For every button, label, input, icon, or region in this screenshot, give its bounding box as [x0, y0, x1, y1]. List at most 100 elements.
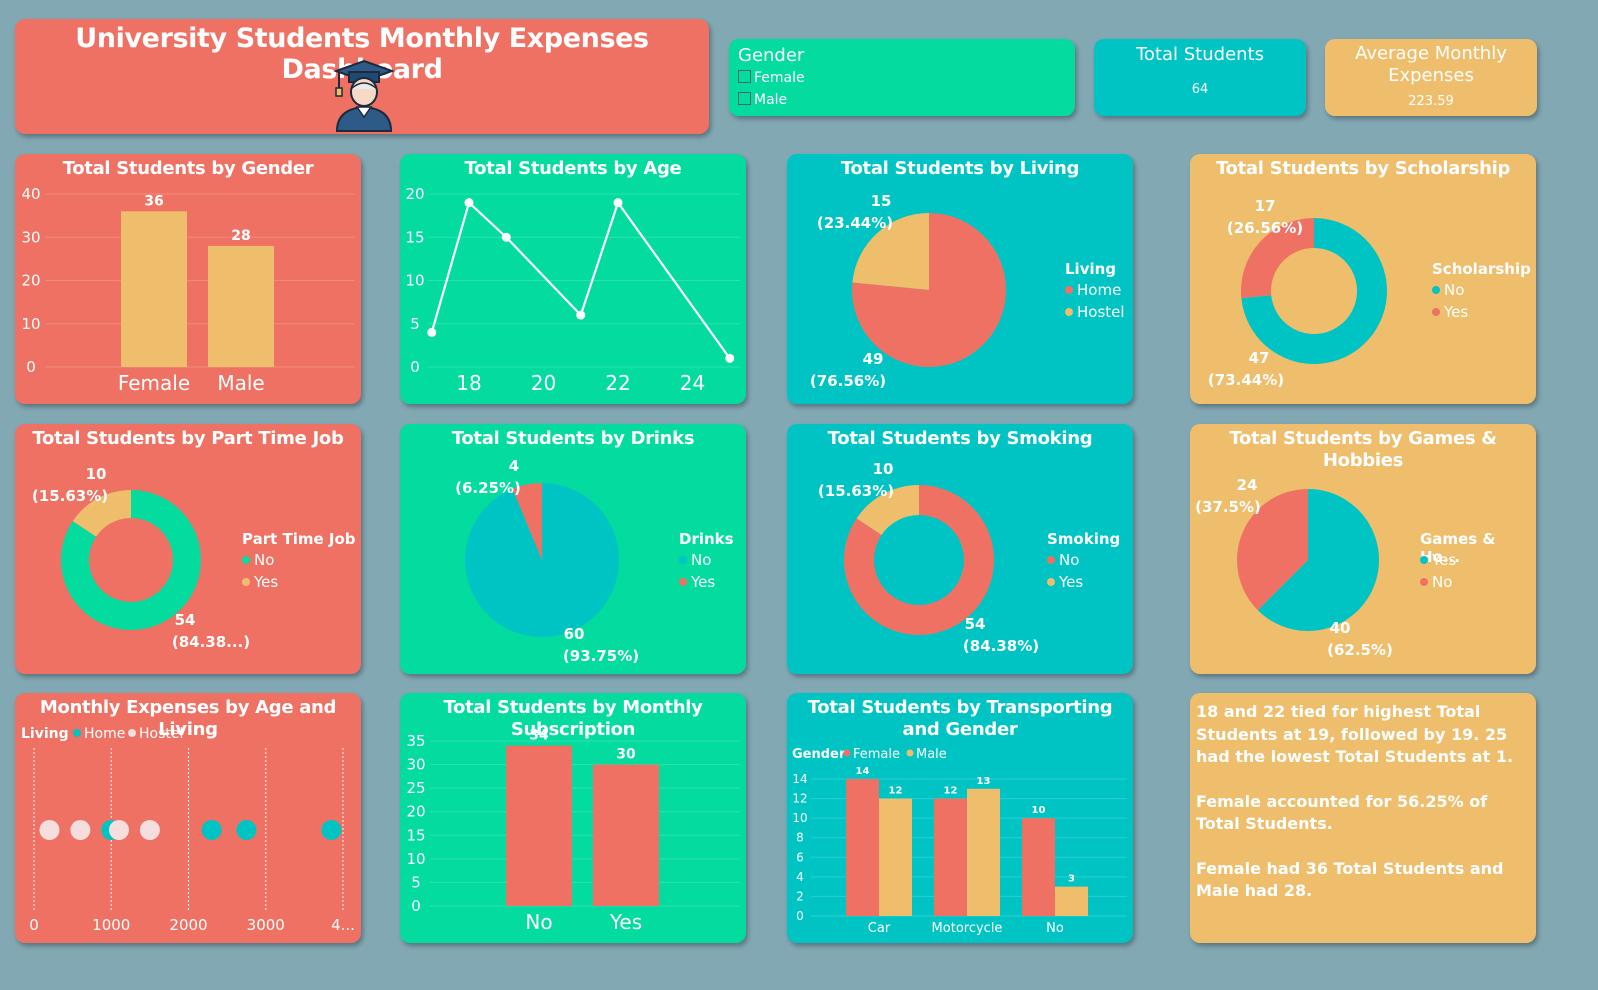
data-label: 34	[529, 728, 549, 744]
legend-title: Living	[1065, 260, 1117, 278]
legend-item[interactable]: Yes	[242, 573, 278, 591]
bar	[879, 798, 912, 916]
bar	[846, 779, 879, 916]
legend-label: Home	[84, 726, 125, 742]
legend-item[interactable]: No	[1432, 281, 1464, 299]
data-point	[236, 820, 257, 840]
legend-label: Yes	[254, 573, 279, 591]
legend-label: Yes	[1432, 551, 1457, 569]
legend-dot-icon	[128, 729, 136, 737]
chart-title: Total Students by Living	[840, 158, 1080, 179]
bar	[208, 245, 274, 367]
chart-card-subscription: Total Students by Monthly Subscription 0…	[400, 693, 746, 943]
data-label: 12	[889, 786, 903, 797]
legend-dot-icon	[1065, 308, 1073, 316]
y-tick-label: 2	[796, 889, 804, 903]
data-label-percent: (37.5%)	[1195, 498, 1261, 516]
x-tick-label: 20	[531, 371, 556, 395]
data-label: 28	[231, 228, 250, 244]
legend-label: Yes	[691, 573, 716, 591]
x-tick-label: No	[1046, 921, 1064, 936]
y-tick-label: 10	[21, 315, 40, 333]
data-point	[108, 820, 129, 840]
insight-2: Female accounted for 56.25% of Total Stu…	[1196, 791, 1488, 834]
data-point	[725, 353, 735, 363]
legend-item[interactable]: No	[679, 551, 711, 569]
x-tick-label: No	[525, 910, 552, 934]
y-tick-label: 30	[406, 756, 425, 774]
legend-dot-icon	[679, 556, 687, 564]
pie-slice	[1240, 218, 1314, 299]
slicer-option-female[interactable]: Female	[738, 70, 805, 86]
checkbox-icon[interactable]	[738, 70, 751, 83]
legend-label: No	[1059, 551, 1080, 569]
y-tick-label: 14	[792, 772, 807, 786]
legend-item[interactable]: No	[1047, 551, 1079, 569]
chart-card-games: Total Students by Games & Hobbies 40 (62.…	[1190, 424, 1536, 674]
legend-item[interactable]: Home	[1065, 281, 1121, 299]
legend-item[interactable]: Yes	[1420, 551, 1456, 569]
x-tick-label: 0	[29, 916, 39, 934]
kpi-label: Total Students	[1136, 44, 1264, 65]
chart-title: Total Students by Age	[464, 158, 682, 179]
data-label-percent: (62.5%)	[1327, 641, 1393, 659]
legend-label: Home	[1077, 281, 1122, 299]
x-tick-label: Yes	[609, 910, 642, 934]
chart-title: Total Students by Part Time Job	[32, 428, 344, 449]
legend-title: Smoking	[1047, 530, 1121, 548]
chart-title: Total Students by Scholarship	[1215, 158, 1511, 179]
insight-3: Female had 36 Total Students and Male ha…	[1196, 858, 1504, 901]
x-tick-label: Male	[217, 371, 264, 395]
data-label: 30	[616, 747, 636, 763]
y-tick-label: 15	[406, 826, 425, 844]
data-label-count: 4	[509, 457, 519, 475]
y-tick-label: 0	[796, 909, 804, 923]
data-label-percent: (23.44%)	[817, 214, 893, 232]
data-label-percent: (93.75%)	[563, 647, 639, 665]
y-tick-label: 25	[406, 779, 425, 797]
data-label-percent: (76.56%)	[810, 372, 886, 390]
legend-dot-icon	[73, 729, 81, 737]
kpi-value: 223.59	[1408, 94, 1454, 109]
y-tick-label: 20	[21, 272, 40, 290]
x-tick-label: 18	[456, 371, 481, 395]
chart-title: Total Students by Smoking	[827, 428, 1093, 449]
legend-item[interactable]: Yes	[679, 573, 715, 591]
data-label-percent: (15.63%)	[818, 482, 894, 500]
subscription-bar-chart: 0 5 10 15 20 25 30 35 34 No 30 Yes	[406, 728, 740, 934]
data-label: 13	[977, 776, 991, 787]
gender-bar-chart: 0 10 20 30 40 36 Female 28 Male	[21, 185, 355, 395]
pie-slice	[843, 485, 994, 635]
legend-item[interactable]: Hostel	[1065, 303, 1125, 321]
expenses-scatter-chart: 0 1000 2000 3000 4... Living Home Hostel	[21, 726, 355, 934]
slicer-option-male[interactable]: Male	[738, 92, 787, 108]
y-tick-label: 0	[411, 897, 421, 915]
data-point	[201, 820, 222, 840]
y-tick-label: 35	[406, 732, 425, 750]
kpi-label: Average Monthly Expenses	[1355, 43, 1507, 86]
pie-slice	[61, 490, 202, 630]
series-line	[430, 200, 731, 359]
age-line-chart: 0 5 10 15 20 18 20 22 24	[405, 185, 740, 395]
legend-dot-icon	[1047, 578, 1055, 586]
living-pie-chart: 49 (76.56%) 15 (23.44%)	[810, 192, 1006, 390]
chart-card-drinks: Total Students by Drinks 60 (93.75%) 4 (6.2…	[400, 424, 746, 674]
y-tick-label: 10	[405, 272, 424, 290]
chart-card-scholarship: Total Students by Scholarship 47 (73.44%)…	[1190, 154, 1536, 404]
data-point	[39, 820, 60, 840]
legend-title: Part Time Job	[242, 530, 356, 548]
data-label-percent: (84.38%)	[963, 637, 1039, 655]
gender-slicer: Gender Female Male	[729, 39, 1075, 116]
checkbox-icon[interactable]	[738, 92, 751, 105]
data-label-count: 54	[175, 611, 196, 629]
insights-text: 18 and 22 tied for highest Total Student…	[1196, 701, 1528, 903]
legend-item[interactable]: Yes	[1047, 573, 1083, 591]
legend-item[interactable]: No	[242, 551, 274, 569]
data-label-count: 54	[965, 615, 986, 633]
y-tick-label: 20	[405, 185, 424, 203]
data-label-count: 15	[871, 192, 892, 210]
legend-item[interactable]: No	[1420, 573, 1452, 591]
legend-item[interactable]: Yes	[1432, 303, 1468, 321]
bar	[121, 211, 187, 367]
data-label-percent: (15.63%)	[32, 487, 108, 505]
